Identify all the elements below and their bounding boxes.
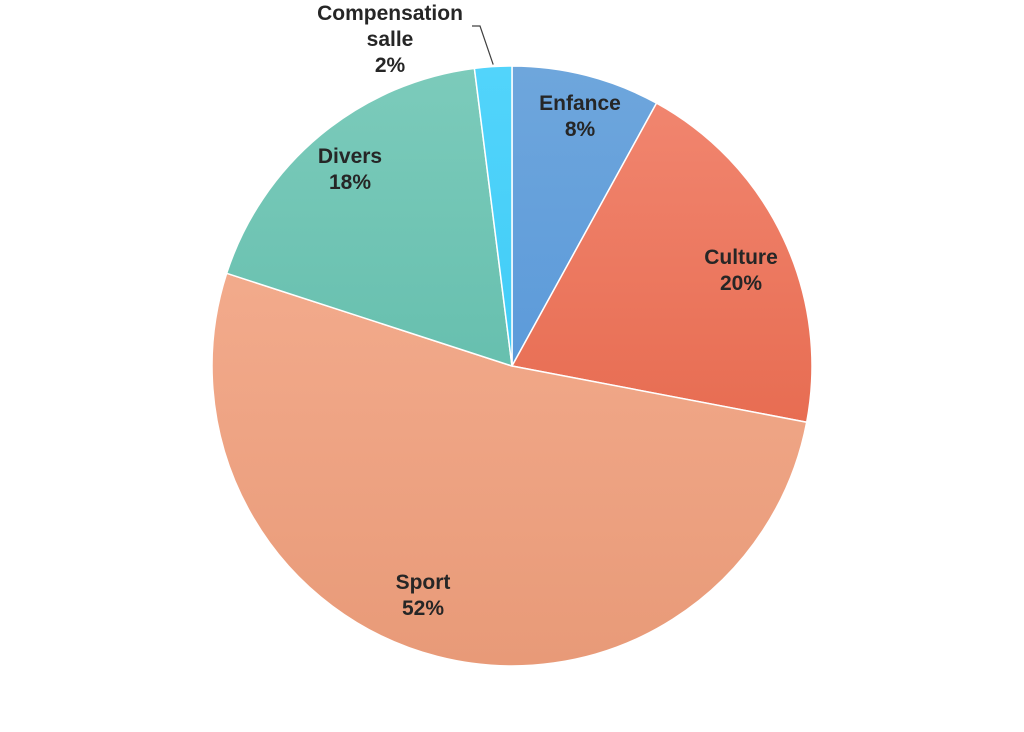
slice-label-enfance: Enfance 8%: [539, 92, 621, 141]
pie-slice-divers: [225, 67, 513, 368]
slice-label-line: 8%: [565, 118, 596, 141]
slice-label-line: salle: [367, 28, 414, 51]
slice-label-divers: Divers 18%: [318, 145, 382, 194]
slice-label-line: 52%: [402, 597, 444, 620]
pie-slice-compensation-salle: [473, 65, 513, 367]
pie-slice-sport: [211, 272, 808, 667]
slice-label-compensation-salle: Compensation salle 2%: [317, 2, 463, 77]
slice-label-line: 20%: [720, 272, 762, 295]
slice-label-line: Divers: [318, 145, 382, 168]
leader-line-compensation-salle: [472, 25, 494, 65]
slice-label-line: Compensation: [317, 2, 463, 25]
pie-slice-culture: [510, 102, 813, 424]
slice-label-line: Enfance: [539, 92, 621, 115]
slice-label-sport: Sport 52%: [396, 571, 451, 620]
slice-label-line: Culture: [704, 246, 778, 269]
labels-layer: Enfance 8% Culture 20% Sport 52% Divers 18% Comp…: [317, 2, 778, 620]
slice-label-line: Sport: [396, 571, 451, 594]
slice-label-line: 2%: [375, 54, 406, 77]
pie-slice-enfance: [511, 65, 658, 367]
slice-label-line: 18%: [329, 171, 371, 194]
leader-lines-layer: [472, 25, 494, 65]
slice-label-culture: Culture 20%: [704, 246, 778, 295]
slices-layer: [211, 65, 813, 667]
